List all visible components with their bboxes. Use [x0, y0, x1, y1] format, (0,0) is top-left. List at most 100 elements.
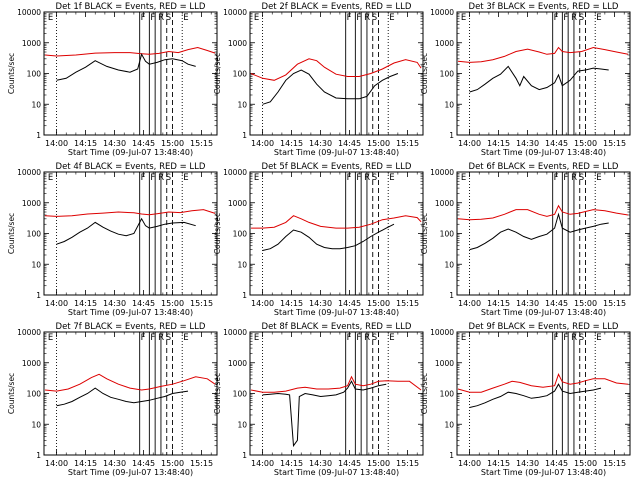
marker-letter: E — [48, 173, 53, 183]
x-axis-label: Start Time (09-Jul-07 13:48:40) — [274, 148, 399, 157]
x-tick-label: 14:45 — [132, 459, 155, 468]
events-series-line — [469, 383, 602, 408]
marker-letter: S — [579, 173, 584, 183]
x-tick-label: 14:00 — [458, 139, 481, 148]
x-tick-label: 14:45 — [338, 299, 361, 308]
y-tick-label: 10 — [444, 100, 454, 109]
x-tick-label: 14:45 — [132, 139, 155, 148]
x-axis-label: Start Time (09-Jul-07 13:48:40) — [274, 468, 399, 477]
events-series-line — [469, 212, 609, 251]
marker-letter: F — [554, 13, 559, 23]
y-axis-label: Counts/sec — [420, 373, 429, 414]
y-tick-label: 100 — [27, 390, 42, 399]
marker-letter: E — [254, 173, 259, 183]
panel-det-5: Det 5f BLACK = Events, RED = LLD 1 10 100 10… — [213, 162, 424, 317]
lld-series-line — [250, 58, 422, 81]
marker-letter: E — [461, 13, 466, 23]
marker-letter: R — [364, 333, 370, 343]
events-series-line — [262, 380, 387, 448]
x-tick-label: 14:30 — [516, 299, 539, 308]
lld-series-line — [251, 215, 422, 229]
y-tick-label: 100 — [233, 70, 248, 79]
x-tick-label: 15:00 — [161, 459, 184, 468]
lld-series-line — [44, 209, 216, 217]
marker-letter: R — [158, 333, 164, 343]
panel-det-8: Det 8f BLACK = Events, RED = LLD 1 10 100 10… — [213, 322, 424, 477]
x-tick-label: 15:15 — [396, 459, 419, 468]
panel-det-2: Det 2f BLACK = Events, RED = LLD 1 10 100 10… — [213, 2, 424, 157]
x-tick-label: 14:15 — [74, 139, 97, 148]
marker-letter: E — [183, 13, 188, 23]
x-tick-label: 15:15 — [190, 299, 213, 308]
panel-det-1: Det 1f BLACK = Events, RED = LLD 1 10 100 10… — [7, 2, 218, 157]
y-tick-label: 10000 — [17, 168, 41, 177]
marker-letter: R — [364, 13, 370, 23]
y-tick-label: 10 — [31, 260, 41, 269]
panel-title: Det 3f BLACK = Events, RED = LLD — [469, 2, 619, 12]
x-tick-label: 15:00 — [574, 299, 597, 308]
y-tick-label: 10 — [444, 420, 454, 429]
marker-letter: S — [579, 333, 584, 343]
y-tick-label: 100 — [440, 70, 455, 79]
y-tick-label: 10 — [237, 260, 247, 269]
marker-letter: E — [596, 13, 601, 23]
panel-det-3: Det 3f BLACK = Events, RED = LLD 1 10 100 10… — [420, 2, 631, 157]
x-axis-label: Start Time (09-Jul-07 13:48:40) — [68, 148, 193, 157]
marker-letter: F — [554, 173, 559, 183]
y-tick-label: 10 — [31, 420, 41, 429]
y-tick-label: 100 — [440, 390, 455, 399]
events-series-line — [56, 217, 196, 245]
panel-title: Det 5f BLACK = Events, RED = LLD — [262, 162, 412, 172]
marker-letter: R — [571, 13, 577, 23]
x-tick-label: 15:15 — [603, 299, 626, 308]
y-tick-label: 10 — [31, 100, 41, 109]
panel-title: Det 7f BLACK = Events, RED = LLD — [56, 322, 206, 332]
x-tick-label: 14:15 — [487, 139, 510, 148]
plot-frame — [43, 331, 218, 456]
y-tick-label: 10000 — [17, 8, 41, 17]
x-tick-label: 14:30 — [309, 299, 332, 308]
y-tick-label: 10000 — [430, 8, 454, 17]
x-tick-label: 14:00 — [458, 459, 481, 468]
marker-letter: F — [150, 333, 155, 343]
plot-frame — [456, 11, 631, 136]
y-tick-label: 1000 — [22, 359, 41, 368]
x-tick-label: 15:00 — [367, 139, 390, 148]
y-tick-label: 1 — [36, 131, 41, 140]
x-tick-label: 14:00 — [45, 299, 68, 308]
events-series-line — [469, 65, 609, 93]
y-axis-label: Counts/sec — [213, 213, 222, 254]
marker-letter: E — [48, 333, 53, 343]
y-tick-label: 1 — [242, 291, 247, 300]
y-tick-label: 1 — [449, 291, 454, 300]
x-tick-label: 14:30 — [103, 299, 126, 308]
x-tick-label: 14:00 — [251, 139, 274, 148]
lld-series-line — [457, 373, 629, 393]
y-axis-label: Counts/sec — [213, 373, 222, 414]
x-axis-label: Start Time (09-Jul-07 13:48:40) — [68, 468, 193, 477]
y-tick-label: 1000 — [22, 39, 41, 48]
x-axis-label: Start Time (09-Jul-07 13:48:40) — [481, 308, 606, 317]
x-tick-label: 14:30 — [309, 139, 332, 148]
y-tick-label: 10 — [237, 420, 247, 429]
x-tick-label: 15:00 — [161, 139, 184, 148]
marker-letter: R — [571, 333, 577, 343]
y-tick-label: 100 — [27, 230, 42, 239]
x-axis-label: Start Time (09-Jul-07 13:48:40) — [481, 468, 606, 477]
plot-frame — [43, 171, 218, 296]
lld-series-line — [457, 46, 629, 63]
x-tick-label: 14:00 — [458, 299, 481, 308]
marker-letter: F — [356, 333, 361, 343]
y-axis-label: Counts/sec — [7, 53, 16, 94]
y-axis-label: Counts/sec — [7, 373, 16, 414]
y-tick-label: 100 — [27, 70, 42, 79]
x-tick-label: 14:45 — [132, 299, 155, 308]
x-tick-label: 14:00 — [251, 459, 274, 468]
y-tick-label: 1 — [449, 131, 454, 140]
y-tick-label: 100 — [440, 230, 455, 239]
marker-letter: S — [166, 173, 171, 183]
marker-letter: F — [347, 333, 352, 343]
y-tick-label: 10000 — [223, 328, 247, 337]
marker-letter: E — [254, 13, 259, 23]
marker-letter: R — [571, 173, 577, 183]
